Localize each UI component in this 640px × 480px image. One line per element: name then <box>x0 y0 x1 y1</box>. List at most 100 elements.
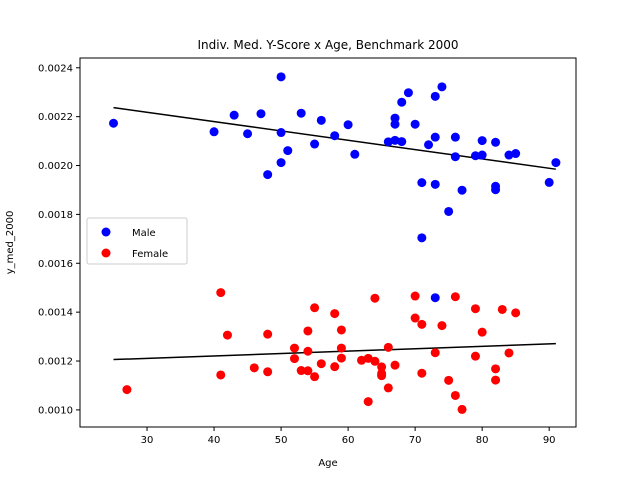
point-male <box>511 149 521 159</box>
y-tick-label: 0.0010 <box>38 405 73 416</box>
point-female <box>303 326 313 336</box>
x-axis: 30 40 50 60 70 80 90 <box>141 427 556 446</box>
trend-line-female <box>113 342 556 361</box>
point-male <box>417 233 427 243</box>
point-female <box>417 319 427 329</box>
point-female <box>470 304 480 314</box>
point-female <box>504 348 514 358</box>
point-female <box>310 303 320 313</box>
point-female <box>470 351 480 361</box>
point-female <box>450 390 460 400</box>
point-male <box>551 158 561 168</box>
point-female <box>491 375 501 385</box>
point-female <box>249 363 259 373</box>
y-tick-label: 0.0014 <box>38 308 73 319</box>
point-male <box>417 178 427 188</box>
point-female <box>457 404 467 414</box>
point-female <box>122 385 132 395</box>
x-tick-label: 90 <box>543 435 556 446</box>
point-male <box>109 118 119 128</box>
point-female <box>336 325 346 335</box>
y-tick-label: 0.0020 <box>38 161 73 172</box>
point-male <box>276 72 286 82</box>
point-male <box>430 132 440 142</box>
point-male <box>430 293 440 303</box>
point-male <box>316 115 326 125</box>
x-tick-label: 80 <box>476 435 489 446</box>
point-female <box>430 348 440 358</box>
point-female <box>216 370 226 380</box>
x-tick-label: 50 <box>275 435 288 446</box>
point-male <box>544 177 554 187</box>
point-male <box>403 88 413 98</box>
legend-label-male: Male <box>132 228 156 239</box>
point-female <box>370 356 380 366</box>
point-male <box>457 185 467 195</box>
point-female <box>410 291 420 301</box>
point-female <box>444 375 454 385</box>
x-tick-label: 40 <box>208 435 221 446</box>
x-tick-label: 60 <box>342 435 355 446</box>
point-female <box>383 342 393 352</box>
y-tick-label: 0.0016 <box>38 259 73 270</box>
point-female <box>336 353 346 363</box>
point-female <box>363 397 373 407</box>
point-male <box>263 170 273 180</box>
point-female <box>497 304 507 314</box>
point-male <box>343 120 353 130</box>
point-female <box>310 372 320 382</box>
point-male <box>397 97 407 107</box>
point-male <box>390 119 400 129</box>
legend: Male Female <box>86 217 188 265</box>
point-male <box>350 149 360 159</box>
data-points <box>109 72 561 414</box>
point-male <box>397 137 407 147</box>
point-male <box>229 110 239 120</box>
x-axis-label: Age <box>318 458 337 469</box>
point-male <box>383 137 393 147</box>
point-female <box>222 330 232 340</box>
point-male <box>477 136 487 146</box>
point-male <box>491 137 501 147</box>
point-male <box>283 146 293 156</box>
point-male <box>491 185 501 195</box>
point-male <box>330 131 340 141</box>
point-female <box>216 288 226 298</box>
point-male <box>470 151 480 161</box>
point-female <box>316 359 326 369</box>
point-male <box>256 109 266 119</box>
legend-box <box>86 217 188 265</box>
point-male <box>450 132 460 142</box>
point-male <box>444 206 454 216</box>
point-male <box>276 158 286 168</box>
point-male <box>276 128 286 138</box>
point-female <box>289 354 299 364</box>
point-female <box>330 309 340 319</box>
legend-marker-female <box>101 248 111 258</box>
point-female <box>303 366 313 376</box>
point-male <box>477 150 487 160</box>
point-male <box>390 135 400 145</box>
y-axis: 0.0010 0.0012 0.0014 0.0016 0.0018 0.0020 0.00… <box>38 63 80 416</box>
chart-title: Indiv. Med. Y-Score x Age, Benchmark 200… <box>198 38 459 52</box>
y-axis-label: y_med_2000 <box>5 211 16 275</box>
point-female <box>263 367 273 377</box>
point-female <box>377 362 387 372</box>
point-male <box>430 91 440 101</box>
legend-label-female: Female <box>132 249 168 260</box>
point-female <box>263 329 273 339</box>
y-tick-label: 0.0018 <box>38 210 73 221</box>
point-male <box>430 179 440 189</box>
point-male <box>450 152 460 162</box>
point-female <box>363 353 373 363</box>
point-female <box>477 327 487 337</box>
point-female <box>289 343 299 353</box>
point-female <box>296 366 306 376</box>
point-male <box>504 150 514 160</box>
point-female <box>330 362 340 372</box>
point-male <box>209 127 219 137</box>
point-female <box>437 321 447 331</box>
x-tick-label: 30 <box>141 435 154 446</box>
point-female <box>491 364 501 374</box>
